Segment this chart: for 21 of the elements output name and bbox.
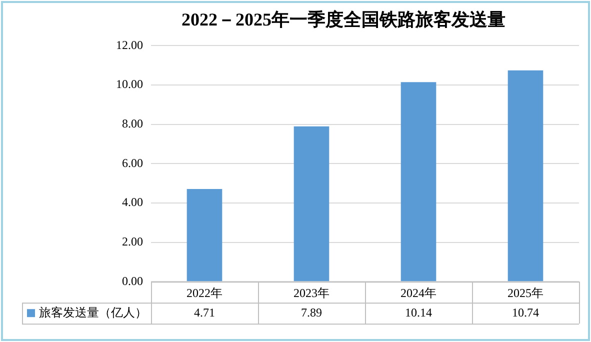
bar (294, 126, 330, 282)
x-tick-label: 2025年 (508, 286, 544, 300)
y-tick-label: 4.00 (122, 195, 143, 210)
chart-title: 2022－2025年一季度全国铁路旅客发送量 (182, 9, 506, 30)
y-tick-label: 2.00 (122, 234, 143, 248)
bar (186, 188, 222, 282)
y-tick-label: 12.00 (116, 38, 143, 52)
data-label: 10.74 (512, 305, 539, 320)
x-tick-label: 2023年 (294, 286, 330, 300)
y-tick-label: 0.00 (122, 274, 143, 288)
data-label: 4.71 (194, 305, 215, 320)
y-tick-label: 10.00 (116, 77, 143, 92)
data-label: 7.89 (301, 305, 322, 320)
x-tick-label: 2022年 (186, 286, 222, 300)
x-tick-label: 2024年 (400, 286, 436, 300)
y-tick-label: 8.00 (122, 116, 143, 130)
y-tick-label: 6.00 (122, 156, 143, 170)
bar (400, 82, 436, 282)
legend-label: 旅客发送量（亿人） (39, 305, 147, 320)
data-label: 10.14 (405, 305, 432, 320)
bar (508, 70, 544, 282)
